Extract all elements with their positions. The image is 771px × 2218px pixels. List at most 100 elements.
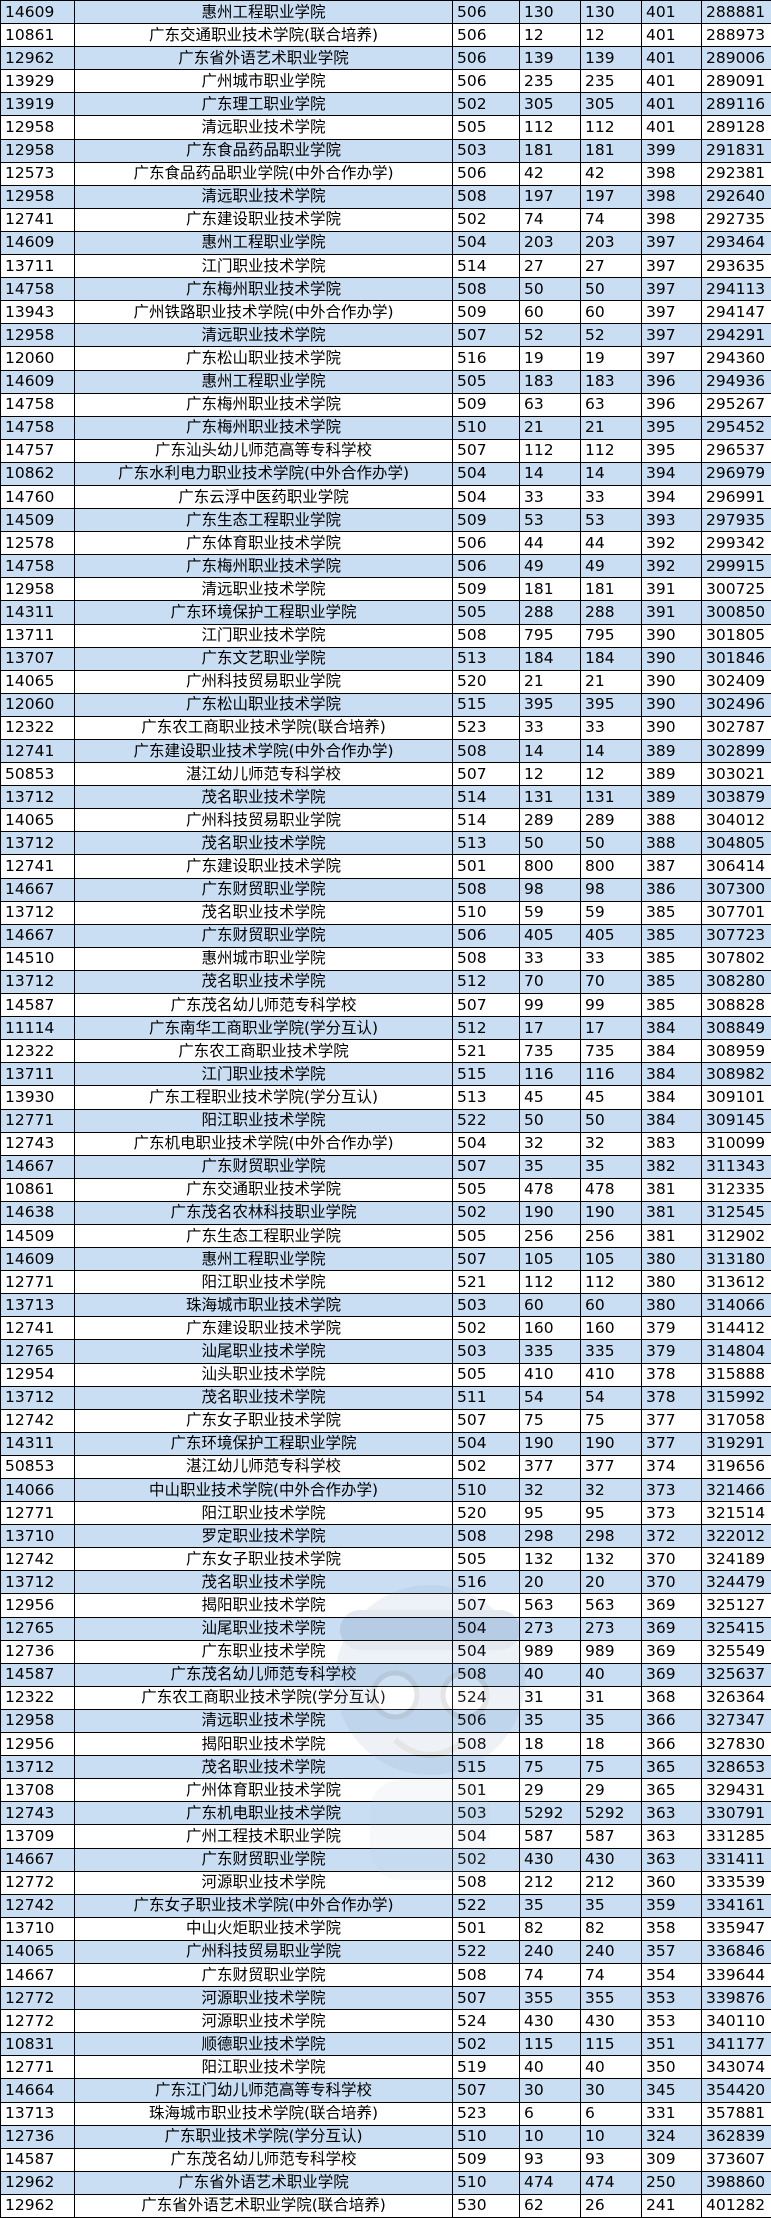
min-rank-cell: 291831 (702, 139, 771, 162)
major-group-cell: 504 (453, 1132, 520, 1155)
plan-count-cell: 305 (520, 93, 581, 116)
major-group-cell: 508 (453, 1525, 520, 1548)
school-name-cell: 广东省外语艺术职业学院 (75, 47, 453, 70)
min-rank-cell: 308982 (702, 1063, 771, 1086)
plan-count-cell: 430 (520, 2010, 581, 2033)
major-group-cell: 508 (453, 185, 520, 208)
school-code-cell: 12765 (1, 1617, 75, 1640)
min-rank-cell: 362839 (702, 2125, 771, 2148)
min-score-cell: 309 (642, 2148, 702, 2171)
enrolled-count-cell: 377 (581, 1455, 642, 1478)
enrolled-count-cell: 410 (581, 1363, 642, 1386)
enrolled-count-cell: 197 (581, 185, 642, 208)
enrolled-count-cell: 50 (581, 832, 642, 855)
min-score-cell: 359 (642, 1894, 702, 1917)
min-rank-cell: 288973 (702, 24, 771, 47)
enrolled-count-cell: 989 (581, 1640, 642, 1663)
enrolled-count-cell: 184 (581, 647, 642, 670)
major-group-cell: 512 (453, 1017, 520, 1040)
plan-count-cell: 74 (520, 1963, 581, 1986)
school-name-cell: 惠州工程职业学院 (75, 370, 453, 393)
major-group-cell: 501 (453, 1779, 520, 1802)
major-group-cell: 504 (453, 1432, 520, 1455)
min-score-cell: 365 (642, 1779, 702, 1802)
plan-count-cell: 190 (520, 1201, 581, 1224)
school-code-cell: 13713 (1, 1294, 75, 1317)
major-group-cell: 510 (453, 2125, 520, 2148)
enrolled-count-cell: 29 (581, 1779, 642, 1802)
school-code-cell: 12743 (1, 1802, 75, 1825)
school-code-cell: 14667 (1, 1155, 75, 1178)
major-group-cell: 507 (453, 763, 520, 786)
min-score-cell: 345 (642, 2079, 702, 2102)
school-name-cell: 河源职业技术学院 (75, 2010, 453, 2033)
min-rank-cell: 303021 (702, 763, 771, 786)
min-score-cell: 395 (642, 439, 702, 462)
school-code-cell: 14609 (1, 1248, 75, 1271)
major-group-cell: 507 (453, 439, 520, 462)
enrolled-count-cell: 99 (581, 994, 642, 1017)
major-group-cell: 503 (453, 139, 520, 162)
school-code-cell: 13712 (1, 1571, 75, 1594)
min-score-cell: 390 (642, 670, 702, 693)
plan-count-cell: 6 (520, 2102, 581, 2125)
min-rank-cell: 312902 (702, 1224, 771, 1247)
enrolled-count-cell: 735 (581, 1040, 642, 1063)
plan-count-cell: 10 (520, 2125, 581, 2148)
enrolled-count-cell: 160 (581, 1317, 642, 1340)
plan-count-cell: 160 (520, 1317, 581, 1340)
school-name-cell: 茂名职业技术学院 (75, 901, 453, 924)
school-name-cell: 河源职业技术学院 (75, 1987, 453, 2010)
min-score-cell: 388 (642, 832, 702, 855)
plan-count-cell: 21 (520, 416, 581, 439)
min-score-cell: 366 (642, 1709, 702, 1732)
enrolled-count-cell: 63 (581, 393, 642, 416)
plan-count-cell: 14 (520, 462, 581, 485)
enrolled-count-cell: 10 (581, 2125, 642, 2148)
school-name-cell: 广东女子职业技术学院 (75, 1548, 453, 1571)
min-score-cell: 374 (642, 1455, 702, 1478)
plan-count-cell: 21 (520, 670, 581, 693)
plan-count-cell: 474 (520, 2171, 581, 2194)
school-code-cell: 12741 (1, 855, 75, 878)
school-code-cell: 13708 (1, 1779, 75, 1802)
school-name-cell: 广东建设职业技术学院 (75, 855, 453, 878)
plan-count-cell: 59 (520, 901, 581, 924)
school-code-cell: 14664 (1, 2079, 75, 2102)
min-score-cell: 363 (642, 1802, 702, 1825)
school-name-cell: 广东体育职业技术学院 (75, 532, 453, 555)
min-rank-cell: 293464 (702, 231, 771, 254)
min-score-cell: 372 (642, 1525, 702, 1548)
major-group-cell: 522 (453, 1894, 520, 1917)
school-name-cell: 广东茂名幼儿师范专科学校 (75, 994, 453, 1017)
school-code-cell: 10861 (1, 24, 75, 47)
major-group-cell: 507 (453, 1155, 520, 1178)
school-name-cell: 广东农工商职业技术学院(学分互认) (75, 1686, 453, 1709)
min-score-cell: 384 (642, 1063, 702, 1086)
enrolled-count-cell: 183 (581, 370, 642, 393)
school-code-cell: 12741 (1, 208, 75, 231)
major-group-cell: 505 (453, 116, 520, 139)
school-name-cell: 广东机电职业技术学院 (75, 1802, 453, 1825)
min-score-cell: 381 (642, 1201, 702, 1224)
school-name-cell: 广州铁路职业技术学院(中外合作办学) (75, 301, 453, 324)
min-rank-cell: 302787 (702, 716, 771, 739)
enrolled-count-cell: 405 (581, 924, 642, 947)
school-name-cell: 广东梅州职业技术学院 (75, 393, 453, 416)
min-score-cell: 401 (642, 1, 702, 24)
enrolled-count-cell: 31 (581, 1686, 642, 1709)
